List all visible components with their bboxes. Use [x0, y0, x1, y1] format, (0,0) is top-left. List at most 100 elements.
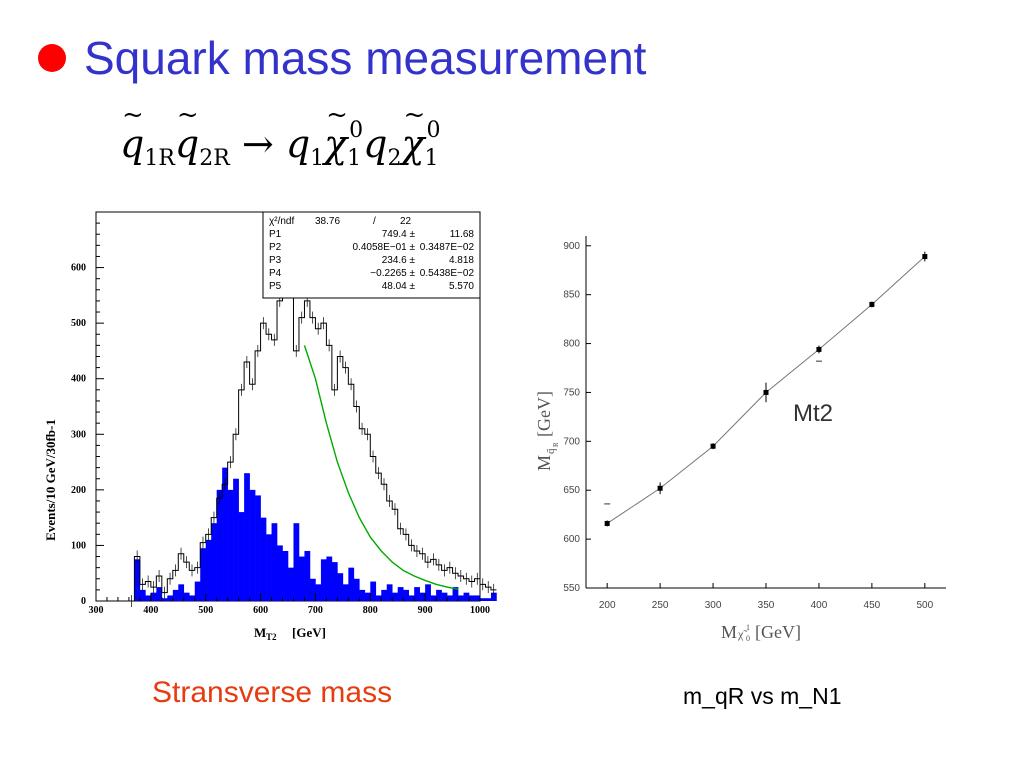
right-caption: m_qR vs m_N1: [683, 683, 842, 709]
filled-histogram-bar: [194, 581, 201, 601]
filled-histogram-bar: [167, 595, 174, 601]
stats-row-value: 749.4 ±: [382, 229, 416, 240]
squark-symbol: q: [175, 100, 199, 166]
x-tick-label: 1000: [470, 605, 490, 616]
y-tick-label: 600: [71, 263, 86, 274]
x-tick-label: 450: [864, 600, 881, 611]
x-tick-label: 250: [652, 600, 669, 611]
filled-histogram-bar: [414, 587, 420, 601]
mt2-annotation: Mt2: [793, 400, 833, 427]
x-tick-label: 700: [308, 605, 323, 616]
arrow-symbol: →: [241, 122, 274, 166]
x-axis-label: M χ̃ 1 0 [GeV]: [721, 622, 801, 643]
stats-row-value: 48.04 ±: [382, 281, 416, 292]
stats-row-label: P1: [269, 229, 282, 240]
outline-histogram: [128, 250, 497, 607]
y-tick-label: 650: [563, 485, 580, 496]
filled-histogram-bar: [211, 523, 217, 601]
outline-histogram-path: [128, 255, 497, 602]
filled-histogram-bar: [353, 578, 360, 601]
filled-histogram-bar: [408, 595, 415, 601]
data-point: [816, 346, 822, 352]
filled-histogram-bar: [288, 567, 294, 601]
eq-sup-chi1: 0: [349, 118, 364, 143]
x-tick-label: 300: [89, 605, 104, 616]
eq-sub-q1: 1: [310, 146, 325, 171]
x-tick-label: 800: [363, 605, 378, 616]
filled-histogram-bar: [375, 595, 382, 601]
stats-row-value: 0.4058E−01 ±: [353, 242, 416, 253]
y-tick-label: 550: [563, 583, 580, 594]
x-tick-label: 300: [705, 600, 722, 611]
data-point: [657, 485, 663, 491]
filled-histogram-bar: [370, 581, 377, 601]
filled-histogram-bar: [458, 595, 464, 601]
filled-histogram-bar: [189, 595, 196, 601]
filled-histogram-bar: [216, 489, 223, 601]
x-axis-label-unit: [GeV]: [292, 625, 326, 640]
y-tick-label: 0: [81, 596, 86, 607]
filled-histogram-bar: [156, 587, 163, 601]
slide-title-row: Squark mass measurement: [38, 28, 646, 88]
decay-equation: q1Rq2R → q1χ10q2χ10: [120, 100, 441, 171]
filled-histogram-bar: [480, 598, 486, 601]
x-tick-label: 900: [418, 605, 433, 616]
stats-row-value: 38.76: [315, 216, 340, 227]
filled-histogram-bar: [134, 559, 141, 601]
filled-histogram-bar: [255, 495, 261, 601]
x-axis-label-sup: 1: [746, 623, 750, 632]
filled-histogram-bar: [436, 589, 442, 601]
filled-histogram-bar: [397, 587, 404, 601]
filled-histogram-bar: [331, 562, 338, 601]
filled-histogram-bar: [178, 584, 185, 601]
x-tick-label: 600: [253, 605, 268, 616]
filled-histogram-bar: [320, 559, 327, 601]
filled-histogram-bar: [364, 592, 371, 601]
quark-symbol: q: [363, 122, 388, 166]
filled-histogram-bar: [205, 539, 212, 601]
filled-histogram-bar: [183, 592, 190, 601]
stats-row-err: 0.5438E−02: [420, 268, 475, 279]
filled-histogram-bar: [222, 467, 228, 601]
filled-histogram-bar: [233, 478, 239, 601]
data-point: [710, 443, 716, 449]
filled-histogram-bar: [403, 589, 409, 601]
y-tick-label: 800: [563, 339, 580, 350]
stats-row-value: 234.6 ±: [382, 255, 416, 266]
y-tick-label: 100: [71, 540, 86, 551]
eq-sub-chi1: 1: [347, 146, 362, 171]
filled-histogram-bar: [392, 592, 399, 601]
stats-row-label: P5: [269, 281, 282, 292]
y-tick-label: 500: [71, 318, 86, 329]
filled-histogram-bar: [490, 592, 497, 601]
data-point: [922, 254, 928, 260]
filled-histogram-bar: [150, 592, 157, 601]
filled-histogram-bar: [238, 512, 245, 601]
y-tick-label: 400: [71, 374, 86, 385]
y-axis-label-sub: R: [552, 442, 560, 447]
mass-axes: [585, 236, 946, 589]
x-tick-label: 400: [143, 605, 158, 616]
x-tick-label: 400: [811, 600, 828, 611]
filled-histogram-bar: [381, 589, 388, 601]
stats-row-err: 5.570: [449, 281, 474, 292]
mass-points: [604, 251, 928, 527]
x-tick-label: 200: [599, 600, 616, 611]
stats-row-err: 4.818: [449, 255, 474, 266]
y-tick-label: 300: [71, 429, 86, 440]
neutralino-symbol: χ: [402, 100, 426, 166]
bullet-icon: [38, 44, 66, 72]
mass-relation-chart: 550 600 650 700 750 800 850 900 200 250 300 350 400 4…: [534, 236, 946, 643]
mass-ticks: 550 600 650 700 750 800 850 900 200 250 300 350 400 4…: [563, 241, 933, 611]
data-point: [869, 301, 875, 307]
filled-histogram-bar: [348, 567, 355, 601]
x-axis-label-sub: 0: [746, 634, 750, 643]
filled-histogram-bar: [282, 550, 289, 601]
stats-row-err: 22: [400, 216, 412, 227]
fit-curve: [303, 345, 459, 591]
slide-title: Squark mass measurement: [84, 32, 647, 84]
filled-histogram-bar: [161, 598, 168, 601]
fit-curve-path: [303, 345, 459, 591]
filled-histogram-bar: [271, 523, 278, 601]
filled-histogram-bar: [441, 592, 448, 601]
